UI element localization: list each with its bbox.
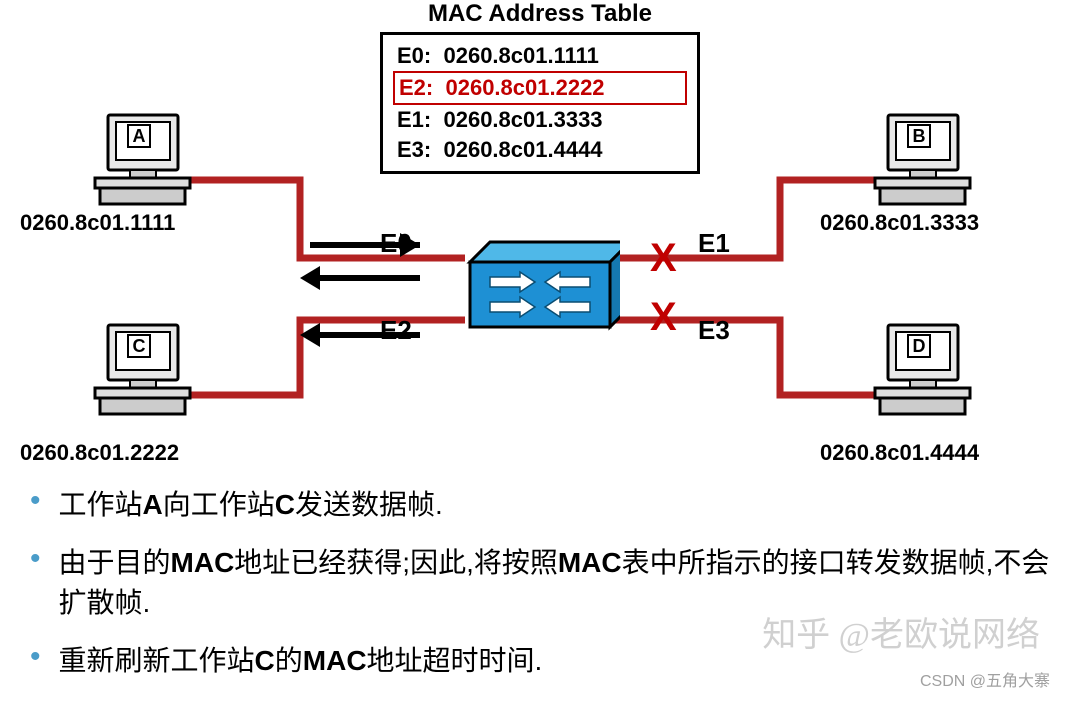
port-e0-label: E0: [380, 228, 412, 259]
port-e3-label: E3: [698, 315, 730, 346]
host-d-mac: 0260.8c01.4444: [820, 440, 979, 466]
bullet-dot-icon: •: [30, 483, 41, 519]
host-b-label: B: [907, 124, 931, 148]
bullet-dot-icon: •: [30, 639, 41, 675]
switch-icon: [460, 232, 620, 342]
mac-row-e3: E3: 0260.8c01.4444: [393, 135, 687, 165]
network-diagram: MAC Address Table E0: 0260.8c01.1111 E2:…: [0, 0, 1080, 470]
host-c-label: C: [127, 334, 151, 358]
host-a-mac: 0260.8c01.1111: [20, 210, 175, 236]
watermark-csdn: CSDN @五角大寨: [920, 667, 1050, 691]
port-e2-label: E2: [380, 315, 412, 346]
block-x-e3: X: [650, 295, 677, 340]
watermark-zhihu: 知乎 @老欧说网络: [762, 607, 1040, 656]
bullet-1-text: 工作站A向工作站C发送数据帧.: [59, 485, 443, 525]
mac-table-box: E0: 0260.8c01.1111 E2: 0260.8c01.2222 E1…: [380, 32, 700, 174]
mac-row-e2: E2: 0260.8c01.2222: [393, 71, 687, 105]
mac-table-title: MAC Address Table: [380, 0, 700, 28]
mac-row-e0: E0: 0260.8c01.1111: [393, 41, 687, 71]
description-bullets: • 工作站A向工作站C发送数据帧. • 由于目的MAC地址已经获得;因此,将按照…: [30, 485, 1050, 699]
bullet-dot-icon: •: [30, 541, 41, 577]
mac-row-e1: E1: 0260.8c01.3333: [393, 105, 687, 135]
host-a-label: A: [127, 124, 151, 148]
host-d-label: D: [907, 334, 931, 358]
block-x-e1: X: [650, 236, 677, 281]
port-e1-label: E1: [698, 228, 730, 259]
mac-address-table: MAC Address Table E0: 0260.8c01.1111 E2:…: [380, 0, 700, 174]
bullet-3-text: 重新刷新工作站C的MAC地址超时时间.: [59, 641, 543, 681]
host-b-mac: 0260.8c01.3333: [820, 210, 979, 236]
bullet-1: • 工作站A向工作站C发送数据帧.: [30, 485, 1050, 525]
host-c-mac: 0260.8c01.2222: [20, 440, 179, 466]
